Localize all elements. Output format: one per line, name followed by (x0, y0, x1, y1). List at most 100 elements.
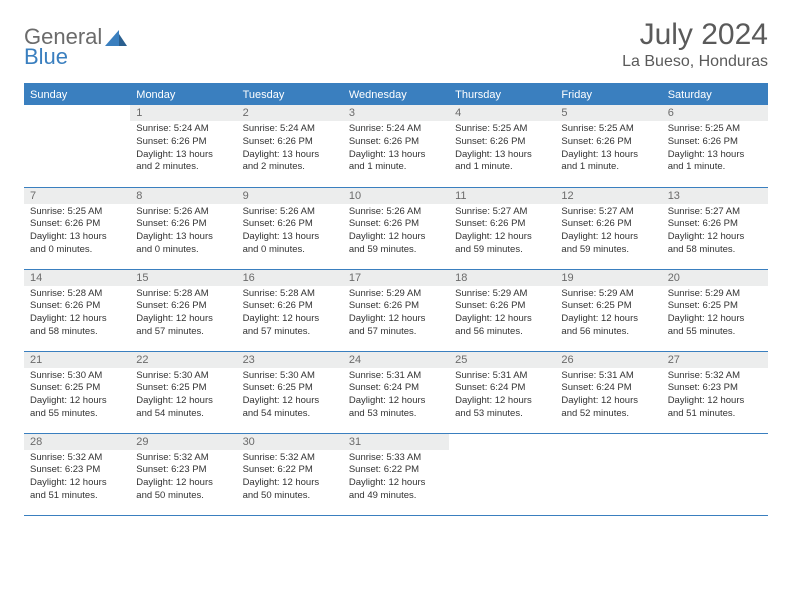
daylight-text: Daylight: 13 hours and 1 minute. (455, 149, 549, 175)
calendar-table: SundayMondayTuesdayWednesdayThursdayFrid… (24, 83, 768, 516)
daylight-text: Daylight: 12 hours and 57 minutes. (136, 313, 230, 339)
weekday-header: Sunday (24, 84, 130, 105)
weekday-header: Wednesday (343, 84, 449, 105)
location-text: La Bueso, Honduras (622, 53, 768, 71)
calendar-day-cell (449, 433, 555, 515)
sunset-text: Sunset: 6:26 PM (136, 300, 230, 313)
brand-text: General Blue (24, 26, 102, 68)
day-info: Sunrise: 5:32 AMSunset: 6:23 PMDaylight:… (662, 368, 768, 425)
sunset-text: Sunset: 6:25 PM (30, 382, 124, 395)
day-number: 15 (130, 270, 236, 286)
sunrise-text: Sunrise: 5:27 AM (668, 206, 762, 219)
calendar-day-cell: 6Sunrise: 5:25 AMSunset: 6:26 PMDaylight… (662, 105, 768, 187)
sunset-text: Sunset: 6:26 PM (136, 136, 230, 149)
calendar-day-cell: 9Sunrise: 5:26 AMSunset: 6:26 PMDaylight… (237, 187, 343, 269)
sunrise-text: Sunrise: 5:24 AM (136, 123, 230, 136)
sunrise-text: Sunrise: 5:30 AM (243, 370, 337, 383)
day-info: Sunrise: 5:31 AMSunset: 6:24 PMDaylight:… (449, 368, 555, 425)
daylight-text: Daylight: 12 hours and 58 minutes. (30, 313, 124, 339)
sunset-text: Sunset: 6:26 PM (455, 136, 549, 149)
daylight-text: Daylight: 12 hours and 56 minutes. (561, 313, 655, 339)
sunrise-text: Sunrise: 5:31 AM (455, 370, 549, 383)
weekday-header: Saturday (662, 84, 768, 105)
title-block: July 2024 La Bueso, Honduras (622, 18, 768, 71)
daylight-text: Daylight: 12 hours and 59 minutes. (561, 231, 655, 257)
calendar-day-cell: 18Sunrise: 5:29 AMSunset: 6:26 PMDayligh… (449, 269, 555, 351)
day-info: Sunrise: 5:25 AMSunset: 6:26 PMDaylight:… (24, 204, 130, 261)
day-info: Sunrise: 5:32 AMSunset: 6:22 PMDaylight:… (237, 450, 343, 507)
day-info: Sunrise: 5:29 AMSunset: 6:26 PMDaylight:… (343, 286, 449, 343)
sunrise-text: Sunrise: 5:29 AM (561, 288, 655, 301)
daylight-text: Daylight: 12 hours and 57 minutes. (243, 313, 337, 339)
sunrise-text: Sunrise: 5:28 AM (136, 288, 230, 301)
daylight-text: Daylight: 12 hours and 53 minutes. (349, 395, 443, 421)
sunrise-text: Sunrise: 5:32 AM (30, 452, 124, 465)
brand-logo: General Blue (24, 26, 127, 68)
daylight-text: Daylight: 12 hours and 59 minutes. (349, 231, 443, 257)
day-number: 11 (449, 188, 555, 204)
sunrise-text: Sunrise: 5:29 AM (668, 288, 762, 301)
calendar-day-cell: 27Sunrise: 5:32 AMSunset: 6:23 PMDayligh… (662, 351, 768, 433)
calendar-page: General Blue July 2024 La Bueso, Hondura… (0, 0, 792, 612)
calendar-day-cell: 2Sunrise: 5:24 AMSunset: 6:26 PMDaylight… (237, 105, 343, 187)
sunrise-text: Sunrise: 5:25 AM (668, 123, 762, 136)
weekday-header: Thursday (449, 84, 555, 105)
daylight-text: Daylight: 13 hours and 1 minute. (668, 149, 762, 175)
calendar-day-cell: 10Sunrise: 5:26 AMSunset: 6:26 PMDayligh… (343, 187, 449, 269)
sunset-text: Sunset: 6:26 PM (349, 136, 443, 149)
day-info: Sunrise: 5:30 AMSunset: 6:25 PMDaylight:… (130, 368, 236, 425)
day-info: Sunrise: 5:29 AMSunset: 6:25 PMDaylight:… (662, 286, 768, 343)
day-info: Sunrise: 5:31 AMSunset: 6:24 PMDaylight:… (343, 368, 449, 425)
sunset-text: Sunset: 6:26 PM (561, 136, 655, 149)
sunrise-text: Sunrise: 5:25 AM (30, 206, 124, 219)
month-title: July 2024 (622, 18, 768, 51)
day-info: Sunrise: 5:31 AMSunset: 6:24 PMDaylight:… (555, 368, 661, 425)
day-number: 17 (343, 270, 449, 286)
day-number: 10 (343, 188, 449, 204)
day-info: Sunrise: 5:25 AMSunset: 6:26 PMDaylight:… (662, 121, 768, 178)
day-number: 3 (343, 105, 449, 121)
day-number: 22 (130, 352, 236, 368)
day-number: 13 (662, 188, 768, 204)
day-info: Sunrise: 5:30 AMSunset: 6:25 PMDaylight:… (237, 368, 343, 425)
calendar-day-cell: 5Sunrise: 5:25 AMSunset: 6:26 PMDaylight… (555, 105, 661, 187)
calendar-week-row: 7Sunrise: 5:25 AMSunset: 6:26 PMDaylight… (24, 187, 768, 269)
day-info: Sunrise: 5:28 AMSunset: 6:26 PMDaylight:… (24, 286, 130, 343)
calendar-day-cell: 26Sunrise: 5:31 AMSunset: 6:24 PMDayligh… (555, 351, 661, 433)
calendar-week-row: 28Sunrise: 5:32 AMSunset: 6:23 PMDayligh… (24, 433, 768, 515)
sunset-text: Sunset: 6:25 PM (243, 382, 337, 395)
calendar-week-row: 21Sunrise: 5:30 AMSunset: 6:25 PMDayligh… (24, 351, 768, 433)
sunrise-text: Sunrise: 5:25 AM (455, 123, 549, 136)
calendar-day-cell: 15 Sunrise: 5:28 AMSunset: 6:26 PMDayligh… (130, 269, 236, 351)
sunrise-text: Sunrise: 5:26 AM (136, 206, 230, 219)
sunrise-text: Sunrise: 5:26 AM (243, 206, 337, 219)
sunrise-text: Sunrise: 5:31 AM (349, 370, 443, 383)
daylight-text: Daylight: 12 hours and 55 minutes. (30, 395, 124, 421)
day-number: 20 (662, 270, 768, 286)
daylight-text: Daylight: 12 hours and 56 minutes. (455, 313, 549, 339)
sunset-text: Sunset: 6:26 PM (30, 218, 124, 231)
day-info: Sunrise: 5:26 AMSunset: 6:26 PMDaylight:… (343, 204, 449, 261)
sunset-text: Sunset: 6:22 PM (349, 464, 443, 477)
day-info: Sunrise: 5:25 AMSunset: 6:26 PMDaylight:… (555, 121, 661, 178)
daylight-text: Daylight: 12 hours and 52 minutes. (561, 395, 655, 421)
daylight-text: Daylight: 12 hours and 51 minutes. (668, 395, 762, 421)
calendar-day-cell: 13Sunrise: 5:27 AMSunset: 6:26 PMDayligh… (662, 187, 768, 269)
calendar-day-cell (555, 433, 661, 515)
day-info: Sunrise: 5:32 AMSunset: 6:23 PMDaylight:… (24, 450, 130, 507)
calendar-day-cell: 7Sunrise: 5:25 AMSunset: 6:26 PMDaylight… (24, 187, 130, 269)
day-info: Sunrise: 5:27 AMSunset: 6:26 PMDaylight:… (555, 204, 661, 261)
calendar-day-cell: 11Sunrise: 5:27 AMSunset: 6:26 PMDayligh… (449, 187, 555, 269)
day-number: 27 (662, 352, 768, 368)
sunset-text: Sunset: 6:26 PM (243, 218, 337, 231)
day-info: Sunrise: 5:27 AMSunset: 6:26 PMDaylight:… (449, 204, 555, 261)
weekday-header: Monday (130, 84, 236, 105)
calendar-week-row: 14Sunrise: 5:28 AMSunset: 6:26 PMDayligh… (24, 269, 768, 351)
sunrise-text: Sunrise: 5:33 AM (349, 452, 443, 465)
sunset-text: Sunset: 6:22 PM (243, 464, 337, 477)
daylight-text: Daylight: 12 hours and 51 minutes. (30, 477, 124, 503)
sunrise-text: Sunrise: 5:32 AM (136, 452, 230, 465)
daylight-text: Daylight: 12 hours and 50 minutes. (243, 477, 337, 503)
day-number: 23 (237, 352, 343, 368)
calendar-day-cell: 16Sunrise: 5:28 AMSunset: 6:26 PMDayligh… (237, 269, 343, 351)
